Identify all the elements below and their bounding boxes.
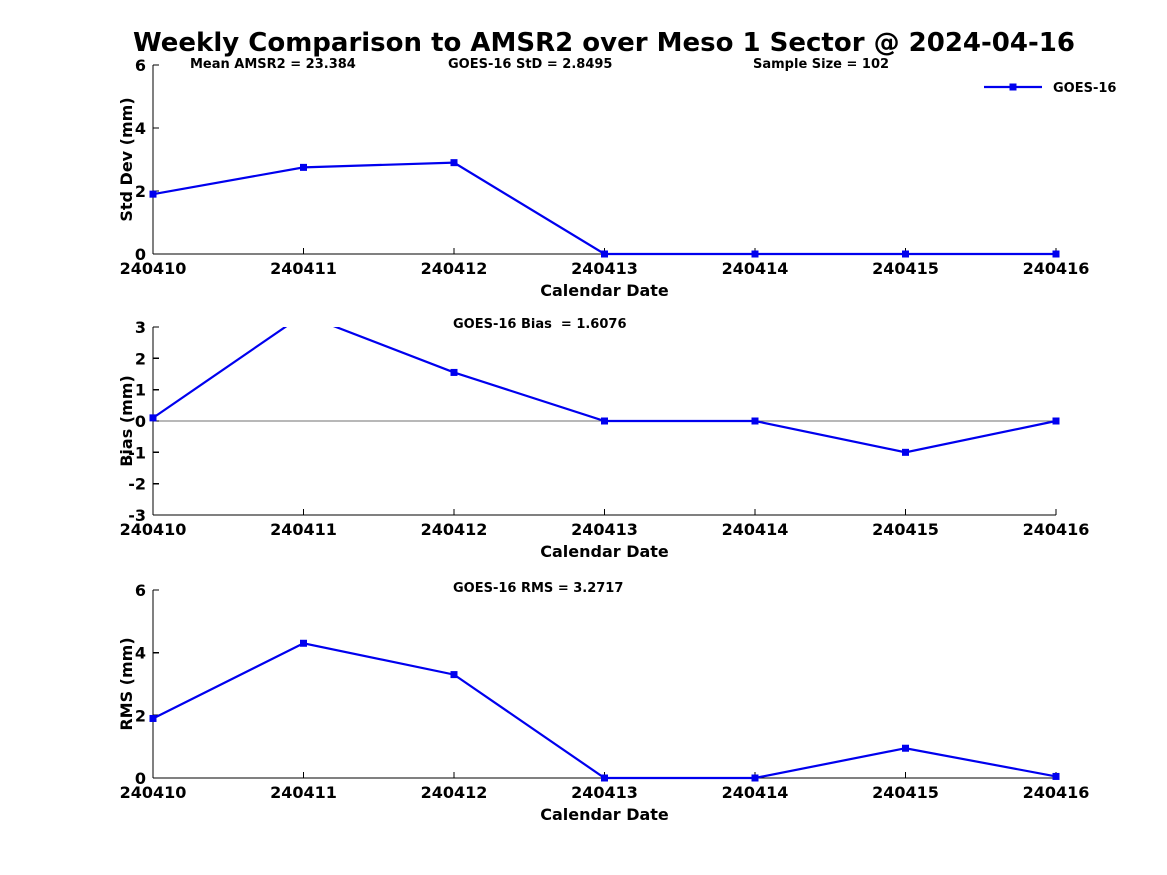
y-axis-title: RMS (mm) <box>117 637 136 730</box>
subplot-rms: 0 2 4 6 240410 240411 240412 240413 240414 240415… <box>117 581 1089 824</box>
subplot-std-dev: 0 2 4 6 240410 240411 240412 240413 240414 240415… <box>117 56 1116 300</box>
annotation: GOES-16 StD = 2.8495 <box>448 57 612 72</box>
data-point-marker <box>149 190 157 198</box>
data-point-marker <box>149 714 157 722</box>
x-axis-title: Calendar Date <box>540 281 669 300</box>
x-axis-title: Calendar Date <box>540 542 669 561</box>
data-point-marker <box>300 639 307 647</box>
y-tick-label: 6 <box>135 56 146 75</box>
y-tick-label: 4 <box>135 644 146 663</box>
data-point-marker <box>149 414 157 422</box>
data-point-marker <box>751 417 759 425</box>
series-line-goes-16 <box>152 327 1057 454</box>
annotation: Mean AMSR2 = 23.384 <box>190 57 356 72</box>
y-tick-label: 0 <box>135 245 146 264</box>
data-point-marker <box>1052 417 1060 425</box>
y-tick-label: 6 <box>135 581 146 600</box>
annotation: GOES-16 RMS = 3.2717 <box>453 581 623 596</box>
x-tick-label: 240415 <box>872 259 939 278</box>
y-tick-label: 2 <box>135 349 146 368</box>
x-tick-label: 240412 <box>421 520 488 539</box>
series-line-goes-16 <box>152 642 1057 780</box>
y-tick-label: 4 <box>135 119 146 138</box>
y-tick-label: 2 <box>135 182 146 201</box>
x-tick-label: 240416 <box>1023 259 1090 278</box>
legend-marker <box>1009 83 1017 91</box>
subplot-bias: -3 -2 -1 0 1 2 3 240410 240411 240412 240413 240414… <box>117 311 1090 561</box>
x-tick-label: 240412 <box>421 783 488 802</box>
x-tick-label: 240414 <box>722 259 789 278</box>
x-tick-label: 240414 <box>722 520 789 539</box>
legend: GOES-16 <box>984 81 1116 96</box>
y-tick-label: 2 <box>135 706 146 725</box>
x-axis-title: Calendar Date <box>540 805 669 824</box>
data-point-marker <box>601 774 608 782</box>
series-group <box>149 311 1060 456</box>
legend-label: GOES-16 <box>1053 81 1116 96</box>
x-tick-label: 240415 <box>872 520 939 539</box>
series-group <box>149 639 1060 782</box>
data-point-marker <box>751 250 759 258</box>
x-tick-label: 240414 <box>722 783 789 802</box>
y-tick-label: 1 <box>135 381 146 400</box>
y-tick-label: -1 <box>128 443 146 462</box>
data-point-marker <box>601 417 608 425</box>
data-point-marker <box>751 774 759 782</box>
y-tick-label: 3 <box>135 318 146 337</box>
data-point-marker <box>601 250 608 258</box>
x-tick-label: 240412 <box>421 259 488 278</box>
data-point-marker <box>450 368 458 376</box>
annotation: GOES-16 Bias = 1.6076 <box>453 317 627 332</box>
x-tick-label: 240413 <box>571 783 638 802</box>
y-axis-title: Bias (mm) <box>117 375 136 467</box>
data-point-marker <box>450 671 458 679</box>
y-axis-title: Std Dev (mm) <box>117 97 136 221</box>
x-tick-label: 240413 <box>571 259 638 278</box>
x-tick-label: 240411 <box>270 259 337 278</box>
y-tick-label: -2 <box>128 475 146 494</box>
annotation: Sample Size = 102 <box>753 57 889 72</box>
figure-title: Weekly Comparison to AMSR2 over Meso 1 S… <box>133 28 1075 58</box>
x-tick-label: 240413 <box>571 520 638 539</box>
data-point-marker <box>902 250 909 258</box>
x-tick-label: 240415 <box>872 783 939 802</box>
x-tick-label: 240411 <box>270 520 337 539</box>
data-point-marker <box>1052 772 1060 780</box>
x-tick-label: 240410 <box>120 520 187 539</box>
x-tick-label: 240416 <box>1023 783 1090 802</box>
data-point-marker <box>300 163 307 171</box>
y-tick-label: -3 <box>128 506 146 525</box>
data-point-marker <box>450 159 458 167</box>
x-tick-label: 240411 <box>270 783 337 802</box>
y-tick-label: 0 <box>135 769 146 788</box>
x-tick-label: 240416 <box>1023 520 1090 539</box>
data-point-marker <box>902 744 909 752</box>
data-point-marker <box>902 448 909 456</box>
y-tick-label: 0 <box>135 412 146 431</box>
series-line-goes-16 <box>152 161 1056 256</box>
data-point-marker <box>300 311 307 318</box>
x-tick-label: 240410 <box>120 783 187 802</box>
series-group <box>149 159 1060 258</box>
x-tick-label: 240410 <box>120 259 187 278</box>
data-point-marker <box>1052 250 1060 258</box>
